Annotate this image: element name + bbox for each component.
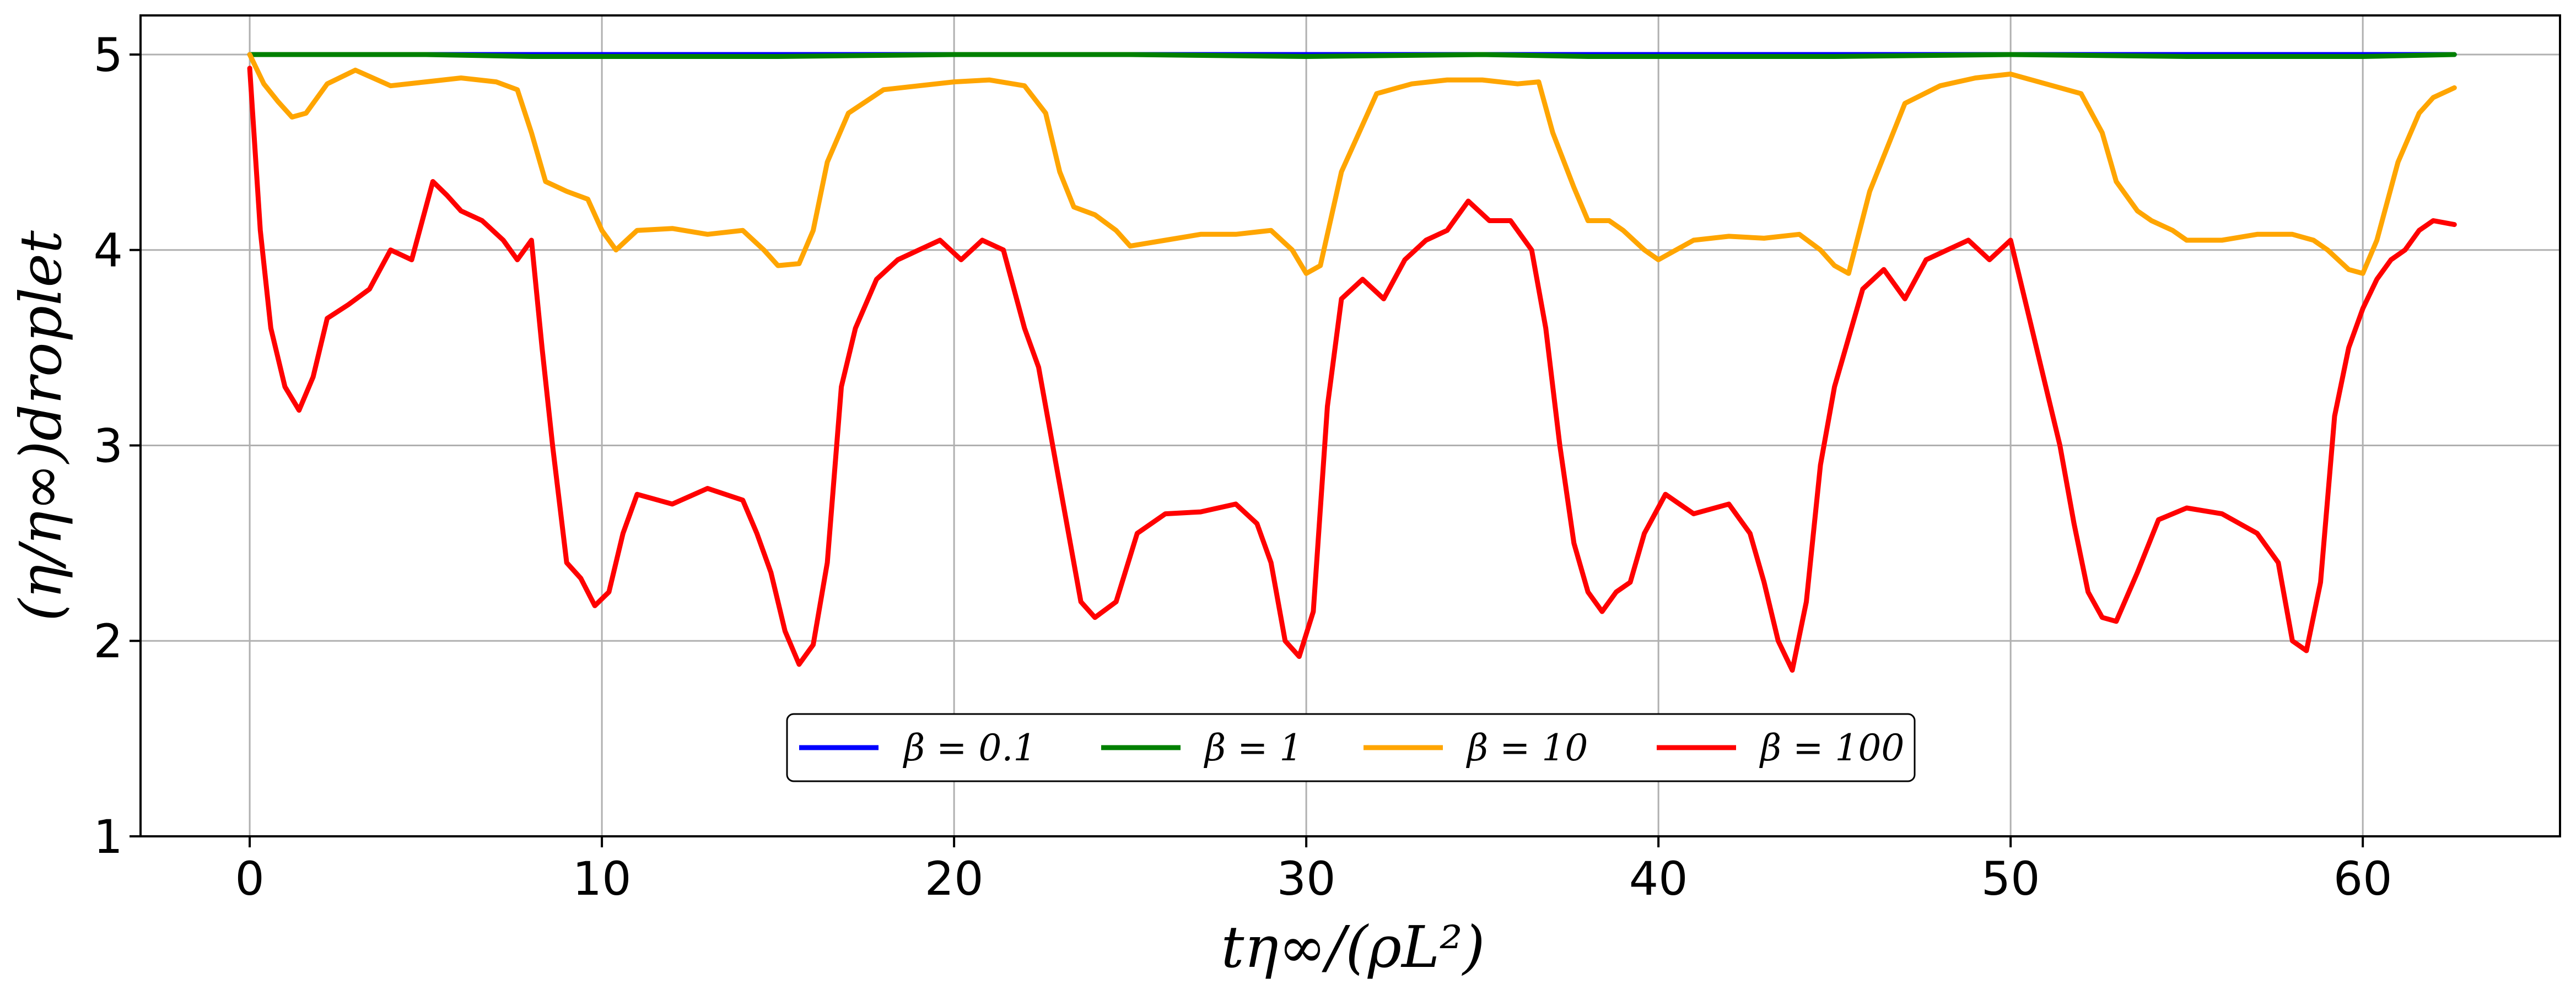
x-axis-label: tη∞/(ρL²) (1221, 913, 1485, 981)
y-axis-ticks: 1 2 3 4 5 (94, 28, 141, 864)
series-line-3 (247, 66, 2457, 673)
x-tick-label: 20 (925, 852, 984, 906)
x-tick-label: 40 (1629, 852, 1688, 906)
y-tick-label: 4 (94, 224, 123, 278)
x-tick-label: 50 (1981, 852, 2040, 906)
legend-label-beta-0.1: β = 0.1 (902, 727, 1036, 769)
legend-label-beta-100: β = 100 (1759, 727, 1904, 769)
legend-label-beta-1: β = 1 (1203, 727, 1302, 769)
legend: β = 0.1 β = 1 β = 10 β = 100 (786, 713, 1916, 782)
legend-box (786, 713, 1916, 782)
y-tick-label: 2 (94, 614, 123, 668)
series-lines (247, 52, 2457, 673)
y-tick-label: 1 (94, 810, 123, 864)
x-tick-label: 60 (2334, 852, 2392, 906)
x-axis-ticks: 0 10 20 30 40 50 60 (235, 836, 2392, 906)
y-tick-label: 5 (94, 28, 123, 82)
y-axis-label: (η/η∞)droplet (7, 230, 74, 621)
plot-area-frame (139, 14, 2561, 837)
x-tick-label: 30 (1277, 852, 1336, 906)
series-line-2 (247, 52, 2457, 276)
x-tick-label: 10 (573, 852, 632, 906)
series-line-1 (247, 52, 2457, 59)
legend-label-beta-10: β = 10 (1465, 727, 1588, 769)
y-tick-label: 3 (94, 419, 123, 473)
x-tick-label: 0 (235, 852, 264, 906)
